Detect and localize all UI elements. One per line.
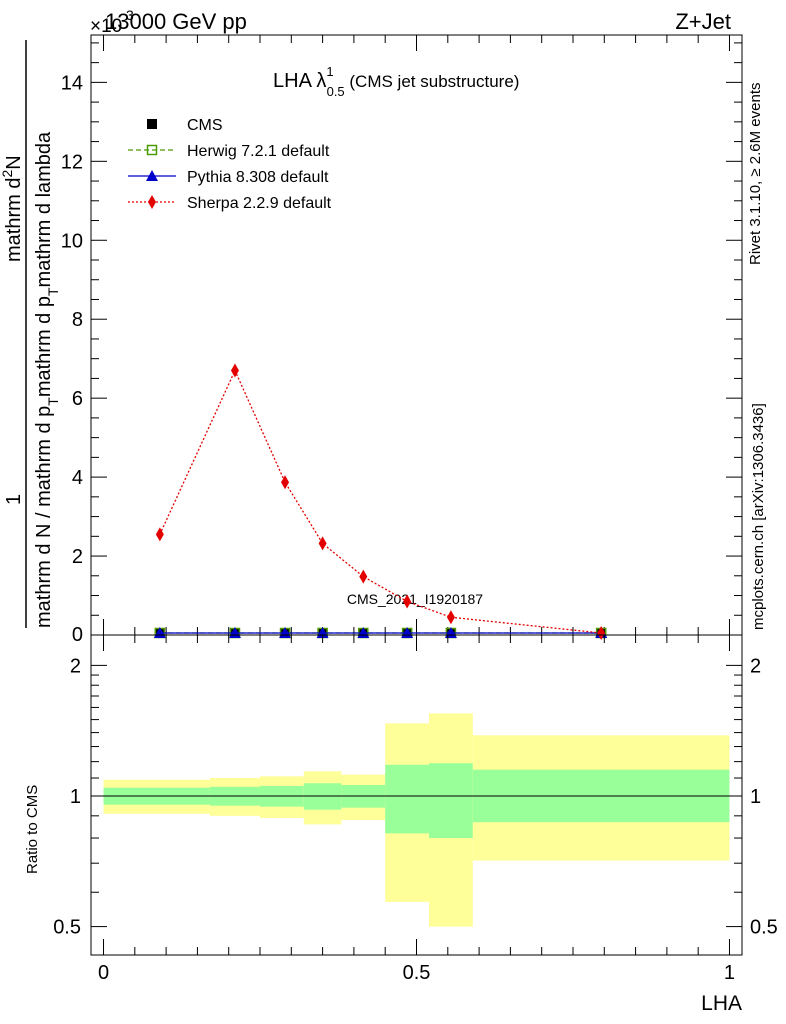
header-exponent-prefix: ×10 [90, 16, 122, 37]
ratio-inner-band [429, 763, 473, 839]
x-tick-label: 0.5 [403, 962, 431, 984]
data-point [446, 610, 455, 625]
main-y-tick-label: 12 [61, 151, 83, 173]
legend-marker [148, 195, 156, 209]
data-point [155, 527, 164, 542]
x-tick-label: 1 [724, 962, 735, 984]
analysis-watermark: CMS_2021_I1920187 [347, 591, 483, 607]
legend-label: CMS [187, 117, 223, 134]
series-line [159, 368, 602, 634]
ratio-y-tick-label-right: 0.5 [750, 917, 778, 939]
ratio-inner-band [385, 764, 430, 834]
ratio-y-tick-label-right: 2 [750, 655, 761, 677]
legend-marker [146, 144, 158, 156]
ylabel-top: mathrm d2N [0, 155, 25, 262]
main-y-tick-label: 10 [61, 230, 83, 252]
main-y-tick-label: 4 [72, 467, 83, 489]
data-point [403, 594, 412, 609]
main-y-tick-label: 6 [72, 388, 83, 410]
data-point [318, 536, 327, 551]
header-right: Z+Jet [675, 9, 731, 34]
main-y-tick-label: 14 [61, 72, 83, 94]
data-point [359, 569, 368, 584]
data-point [597, 626, 606, 640]
main-y-ticks: 0 2 4 6 8 10 12 14 [61, 42, 742, 646]
ratio-bands [103, 713, 730, 927]
main-title: LHA λ1 0.5 (CMS jet substructure) [273, 64, 519, 99]
legend-marker [147, 119, 157, 129]
main-x-ticks [103, 35, 730, 635]
ratio-y-tick-label: 2 [70, 655, 81, 677]
legend-label: Sherpa 2.2.9 default [187, 195, 332, 212]
ylabel-numerator: 1 [3, 494, 25, 505]
rivet-label: Rivet 3.1.10, ≥ 2.6M events [747, 83, 764, 266]
legend: CMS Herwig 7.2.1 default Pythia 8.308 defa… [128, 117, 332, 212]
main-y-tick-label: 2 [72, 546, 83, 568]
main-y-tick-label: 0 [72, 624, 83, 646]
header-left: 13000 GeV pp [105, 9, 247, 34]
header-exponent: 3 [126, 7, 134, 23]
ratio-y-tick-label: 0.5 [53, 917, 81, 939]
x-axis-label: LHA [701, 992, 742, 1015]
legend-label: Pythia 8.308 default [187, 169, 329, 186]
legend-marker [146, 170, 158, 181]
main-ylabel: 1 mathrm d N / mathrm d pTmathrm d pTmat… [0, 40, 61, 628]
data-point [230, 363, 239, 378]
mcplots-label: mcplots.cern.ch [arXiv:1306.3436] [750, 403, 767, 630]
ratio-y-tick-label-right: 1 [750, 786, 761, 808]
ylabel-denominator: mathrm d N / mathrm d pTmathrm d pTmathr… [33, 131, 61, 628]
ratio-x-ticks: 0 0.5 1 [98, 635, 735, 984]
ratio-y-tick-label: 1 [70, 786, 81, 808]
ratio-ylabel: Ratio to CMS [24, 785, 41, 874]
x-tick-label: 0 [98, 962, 109, 984]
ratio-y-ticks: 0.5 0.5 1 1 2 2 [53, 655, 778, 938]
data-point [281, 475, 290, 490]
legend-label: Herwig 7.2.1 default [187, 143, 330, 160]
main-y-tick-label: 8 [72, 309, 83, 331]
